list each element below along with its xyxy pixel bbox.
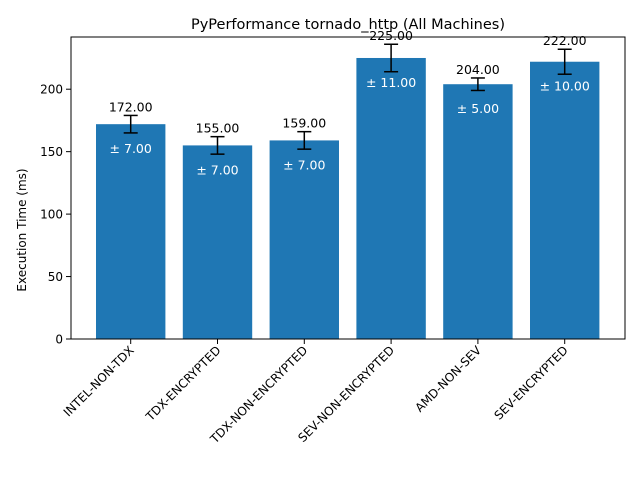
value-label: 159.00 bbox=[282, 116, 326, 131]
error-label: ± 7.00 bbox=[283, 157, 325, 172]
bars-group bbox=[96, 57, 600, 340]
x-tick-label: INTEL-NON-TDX bbox=[61, 343, 137, 419]
error-label: ± 7.00 bbox=[110, 141, 152, 156]
y-axis-ticks: 0 50 100 150 200 bbox=[40, 83, 71, 347]
bar-tdx-non-encrypted bbox=[269, 140, 339, 339]
y-tick-label: 200 bbox=[40, 83, 63, 97]
y-tick-label: 100 bbox=[40, 208, 63, 222]
plot-frame bbox=[70, 36, 626, 340]
value-label: 204.00 bbox=[456, 62, 500, 77]
y-tick-label: 150 bbox=[40, 145, 63, 159]
bar-sev-non-encrypted bbox=[356, 57, 426, 339]
value-label: 222.00 bbox=[543, 33, 587, 48]
x-tick-label: TDX-NON-ENCRYPTED bbox=[207, 343, 311, 447]
error-label: ± 7.00 bbox=[196, 162, 238, 177]
value-label: 155.00 bbox=[196, 121, 240, 136]
bar-amd-non-sev bbox=[443, 84, 513, 340]
x-tick-label: SEV-ENCRYPTED bbox=[491, 343, 570, 422]
y-axis-label: Execution Time (ms) bbox=[15, 168, 29, 291]
y-tick-label: 0 bbox=[55, 333, 63, 347]
error-bars-group bbox=[123, 43, 572, 155]
chart-title: PyPerformance tornado_http (All Machines… bbox=[191, 17, 505, 33]
error-label: ± 5.00 bbox=[457, 101, 499, 116]
x-tick-label: SEV-NON-ENCRYPTED bbox=[295, 343, 397, 445]
value-label: 172.00 bbox=[109, 99, 153, 114]
x-tick-label: AMD-NON-SEV bbox=[412, 343, 484, 415]
x-tick-label: TDX-ENCRYPTED bbox=[142, 343, 223, 424]
bar-sev-encrypted bbox=[530, 61, 600, 340]
error-label: ± 10.00 bbox=[540, 79, 590, 94]
bar-tdx-encrypted bbox=[182, 145, 253, 339]
x-axis-ticks: INTEL-NON-TDX TDX-ENCRYPTEDTDX-NON-ENCRYP… bbox=[61, 339, 571, 447]
value-labels-group: 172.00 155.00 159.00 225.00 204.00 222.00 bbox=[109, 28, 587, 135]
error-label: ± 11.00 bbox=[366, 75, 416, 90]
bar-intel-non-tdx bbox=[96, 124, 166, 340]
y-tick-label: 50 bbox=[48, 270, 63, 284]
error-labels-group: ± 7.00 ± 7.00 ± 7.00 ± 11.00 ± 5.00 ± 10.00 bbox=[110, 75, 590, 177]
value-label: 225.00 bbox=[369, 28, 413, 43]
